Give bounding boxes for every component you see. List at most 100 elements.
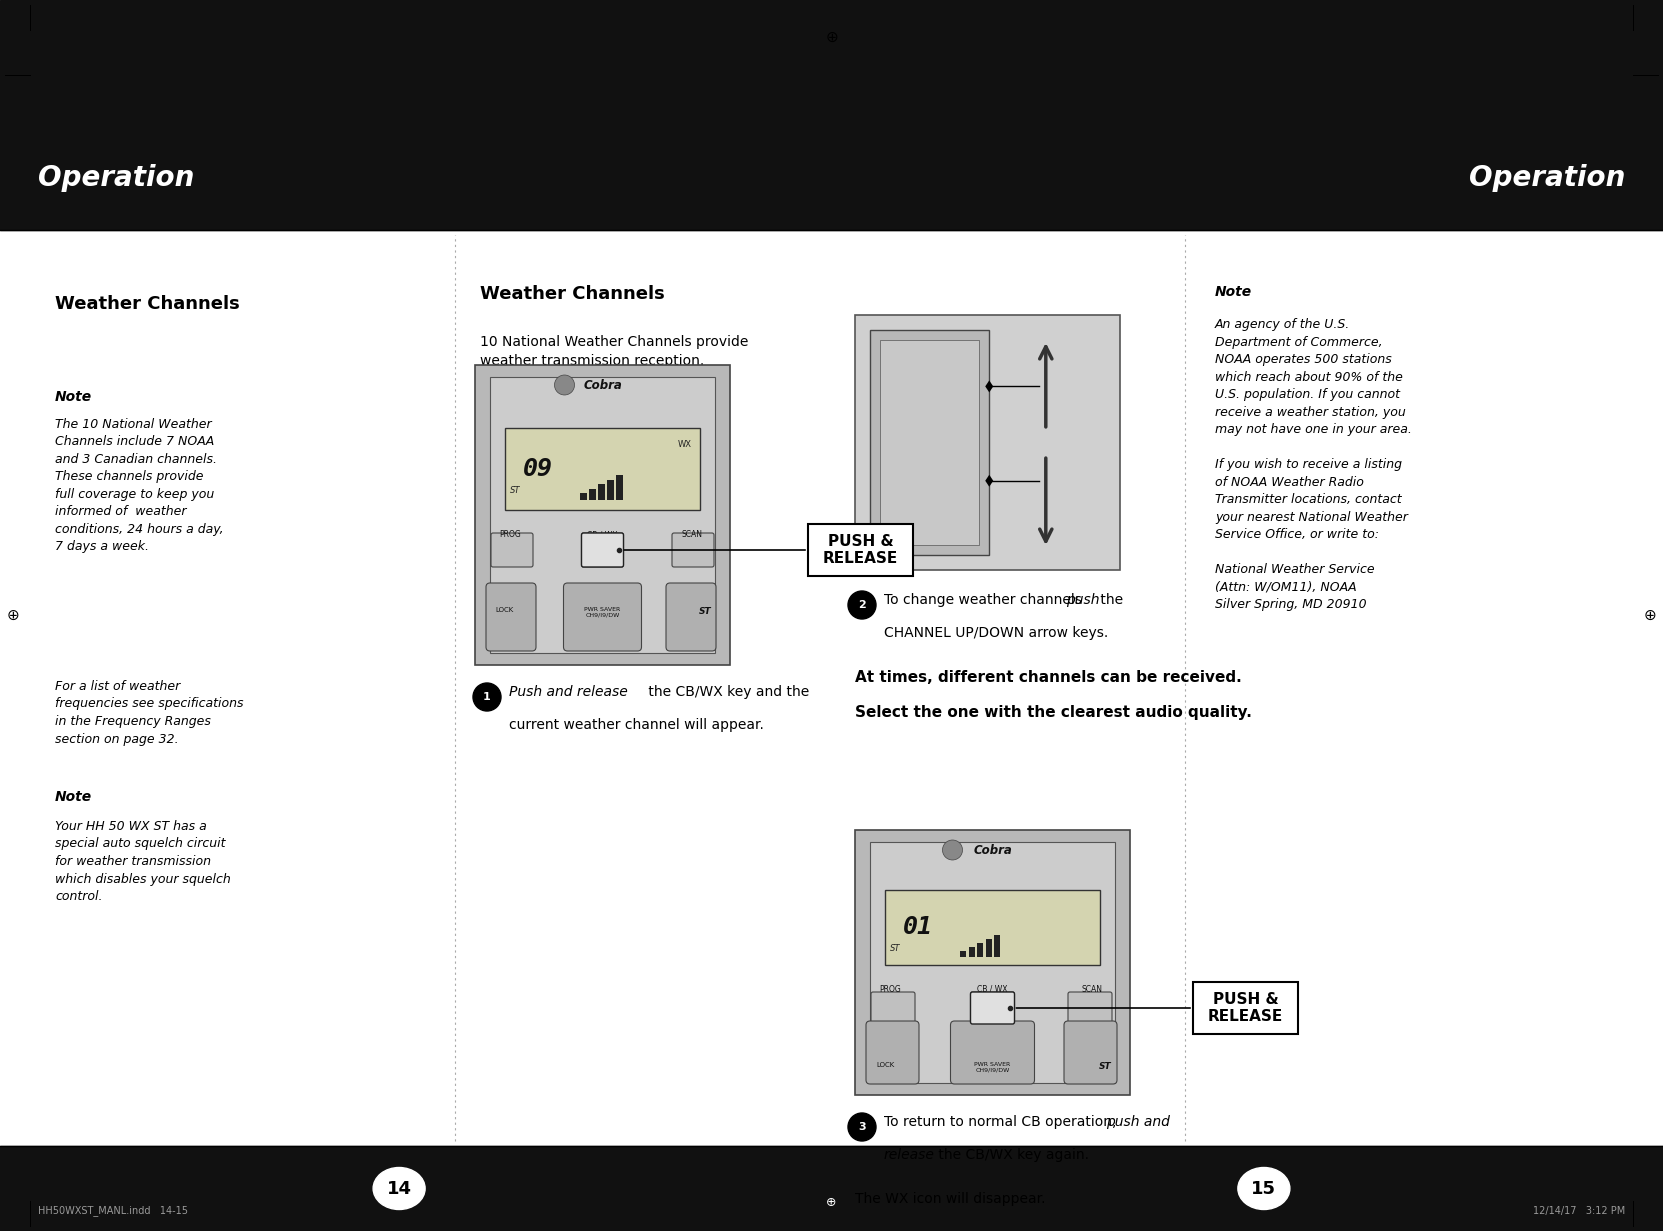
Text: CHANNEL UP/DOWN arrow keys.: CHANNEL UP/DOWN arrow keys. [885, 627, 1108, 640]
Text: PUSH &
RELEASE: PUSH & RELEASE [823, 534, 898, 565]
Text: PUSH &
RELEASE: PUSH & RELEASE [1207, 992, 1284, 1024]
Text: Select the one with the clearest audio quality.: Select the one with the clearest audio q… [855, 704, 1252, 719]
Text: LOCK: LOCK [496, 607, 514, 613]
FancyBboxPatch shape [971, 992, 1014, 1024]
Text: ST: ST [890, 944, 900, 953]
Bar [855, 315, 1119, 570]
Text: CB / WX: CB / WX [978, 985, 1008, 993]
Ellipse shape [1237, 1167, 1290, 1210]
Text: 01: 01 [903, 916, 933, 939]
Text: release: release [885, 1149, 935, 1162]
Text: HH50WXST_MANL.indd   14-15: HH50WXST_MANL.indd 14-15 [38, 1205, 188, 1216]
Text: To return to normal CB operation,: To return to normal CB operation, [885, 1115, 1121, 1129]
Bar [994, 934, 999, 956]
Text: Operation: Operation [38, 164, 195, 192]
FancyBboxPatch shape [486, 583, 535, 651]
Bar [968, 947, 975, 956]
Text: Weather Channels: Weather Channels [481, 286, 665, 303]
Bar [870, 842, 1114, 1083]
Bar [885, 890, 1099, 965]
Text: 10 National Weather Channels provide
weather transmission reception.: 10 National Weather Channels provide wea… [481, 335, 748, 368]
Circle shape [554, 375, 574, 395]
Text: ST: ST [511, 486, 521, 495]
Bar [506, 428, 700, 510]
Bar [1192, 982, 1299, 1034]
Text: Cobra: Cobra [584, 378, 622, 391]
FancyBboxPatch shape [672, 533, 713, 567]
FancyBboxPatch shape [1064, 1020, 1118, 1085]
Circle shape [943, 840, 963, 860]
Text: 09: 09 [522, 457, 554, 481]
FancyBboxPatch shape [582, 533, 624, 567]
Text: the: the [1096, 593, 1123, 607]
Circle shape [848, 591, 876, 619]
Text: Push and release: Push and release [509, 684, 627, 699]
Text: current weather channel will appear.: current weather channel will appear. [509, 718, 763, 732]
FancyBboxPatch shape [582, 533, 624, 567]
Bar [0, 0, 1663, 230]
Bar [855, 830, 1129, 1096]
Text: ⊕: ⊕ [7, 608, 20, 623]
FancyBboxPatch shape [491, 533, 534, 567]
Circle shape [848, 1113, 876, 1141]
Bar [976, 943, 983, 956]
Bar [615, 475, 622, 500]
Text: LOCK: LOCK [876, 1062, 895, 1069]
Text: The WX icon will disappear.: The WX icon will disappear. [855, 1192, 1046, 1206]
FancyBboxPatch shape [971, 992, 1014, 1024]
FancyBboxPatch shape [866, 1020, 920, 1085]
Text: Cobra: Cobra [973, 843, 1011, 857]
Bar [870, 330, 989, 555]
Bar [491, 377, 715, 652]
Bar [607, 480, 614, 500]
FancyBboxPatch shape [665, 583, 717, 651]
Text: 3: 3 [858, 1121, 866, 1133]
Text: ⊕: ⊕ [1643, 608, 1656, 623]
Text: SCAN: SCAN [1081, 985, 1103, 993]
Text: CB / WX: CB / WX [587, 531, 617, 539]
Text: push and: push and [1106, 1115, 1169, 1129]
Text: ⊕: ⊕ [825, 30, 838, 46]
Text: 1: 1 [484, 692, 491, 702]
Text: 2: 2 [858, 599, 866, 611]
Bar [476, 366, 730, 665]
Text: PWR SAVER
CH9/I9/DW: PWR SAVER CH9/I9/DW [975, 1062, 1011, 1072]
Text: Note: Note [55, 390, 91, 404]
Text: PROG: PROG [880, 985, 901, 993]
Text: PWR SAVER
CH9/I9/DW: PWR SAVER CH9/I9/DW [584, 607, 620, 618]
Text: Note: Note [1216, 286, 1252, 299]
Text: 15: 15 [1251, 1179, 1277, 1198]
Text: Your HH 50 WX ST has a
special auto squelch circuit
for weather transmission
whi: Your HH 50 WX ST has a special auto sque… [55, 820, 231, 904]
Bar [599, 484, 604, 500]
Text: Weather Channels: Weather Channels [55, 295, 239, 313]
Text: ⊕: ⊕ [827, 1197, 836, 1210]
Text: The 10 National Weather
Channels include 7 NOAA
and 3 Canadian channels.
These c: The 10 National Weather Channels include… [55, 419, 223, 554]
Circle shape [472, 683, 501, 712]
Text: Note: Note [55, 790, 91, 804]
Bar [960, 950, 966, 956]
Text: For a list of weather
frequencies see specifications
in the Frequency Ranges
sec: For a list of weather frequencies see sp… [55, 680, 243, 746]
Polygon shape [984, 380, 993, 393]
FancyBboxPatch shape [564, 583, 642, 651]
Text: ST: ST [1099, 1062, 1111, 1071]
Text: push: push [1066, 593, 1099, 607]
Bar [880, 340, 980, 545]
FancyBboxPatch shape [871, 992, 915, 1024]
Text: 12/14/17   3:12 PM: 12/14/17 3:12 PM [1533, 1206, 1625, 1216]
Polygon shape [984, 475, 993, 486]
Bar [0, 1146, 1663, 1231]
Text: To change weather channels: To change weather channels [885, 593, 1086, 607]
Text: the CB/WX key again.: the CB/WX key again. [935, 1149, 1089, 1162]
Ellipse shape [373, 1167, 426, 1210]
Bar [580, 492, 587, 500]
Bar [589, 489, 595, 500]
Text: At times, different channels can be received.: At times, different channels can be rece… [855, 670, 1242, 684]
Text: ST: ST [698, 607, 712, 616]
Text: WX: WX [679, 439, 692, 449]
Text: Operation: Operation [1468, 164, 1625, 192]
Text: An agency of the U.S.
Department of Commerce,
NOAA operates 500 stations
which r: An agency of the U.S. Department of Comm… [1216, 318, 1412, 611]
Text: SCAN: SCAN [682, 531, 702, 539]
Text: 14: 14 [386, 1179, 412, 1198]
Text: the CB/WX key and the: the CB/WX key and the [644, 684, 810, 699]
Bar [986, 938, 991, 956]
